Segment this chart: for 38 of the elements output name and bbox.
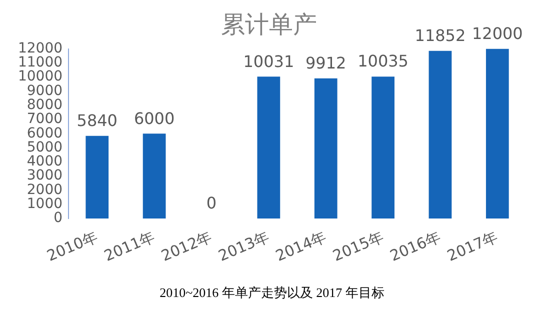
chart-title: 累计单产: [221, 10, 317, 39]
y-tick-label: 7000: [26, 111, 63, 128]
bar: [372, 76, 394, 219]
data-label: 10035: [358, 52, 408, 71]
y-tick-label: 3000: [26, 168, 63, 184]
y-tick-label: 0: [54, 210, 63, 226]
x-tick-label: 2015年: [330, 228, 386, 265]
bar: [86, 136, 109, 219]
bar: [257, 76, 280, 219]
data-label: 5840: [76, 111, 118, 130]
y-tick-label: 12000: [18, 40, 63, 56]
x-tick-label: 2016年: [387, 228, 444, 265]
x-tick-label: 2014年: [272, 228, 329, 265]
x-tick-label: 2017年: [444, 228, 501, 265]
y-tick-label: 6000: [26, 125, 63, 142]
bar: [314, 78, 338, 219]
y-tick-label: 11000: [18, 54, 63, 71]
data-label: 9912: [306, 53, 346, 72]
y-tick-label: 2000: [26, 182, 63, 198]
y-tick-label: 9000: [26, 82, 63, 99]
data-label: 0: [206, 194, 217, 213]
data-label: 12000: [472, 24, 523, 43]
x-tick-label: 2011年: [101, 228, 158, 265]
x-tick-label: 2012年: [158, 228, 215, 265]
y-tick-label: 5000: [26, 139, 63, 156]
data-label: 10031: [243, 52, 294, 71]
y-tick-label: 10000: [18, 68, 63, 85]
data-label: 11852: [414, 26, 466, 46]
text: 2010~2016 年单产走势以及 2017 年目标: [158, 284, 386, 302]
data-label: 6000: [134, 108, 175, 128]
bar: [142, 134, 166, 219]
bar: [428, 50, 452, 219]
y-tick-label: 8000: [26, 97, 63, 114]
y-tick-label: 4000: [26, 154, 63, 170]
bar: [486, 48, 509, 219]
x-tick-label: 2010年: [44, 228, 100, 265]
y-tick-label: 1000: [26, 196, 63, 212]
x-tick-label: 2013年: [216, 228, 272, 265]
